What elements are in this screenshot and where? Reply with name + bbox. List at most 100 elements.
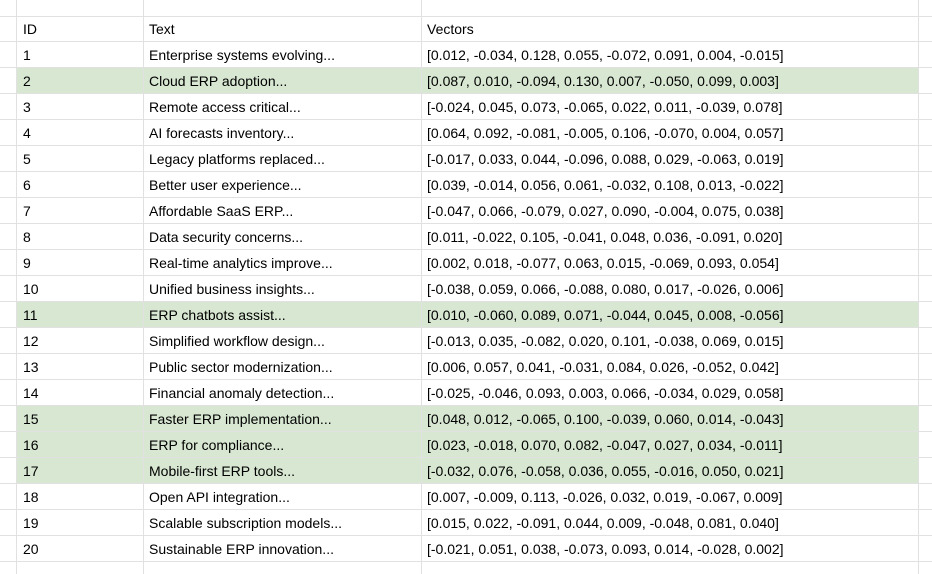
header-cell-vectors[interactable]: Vectors <box>422 17 919 41</box>
cell-id[interactable]: 13 <box>17 354 144 379</box>
row-gutter-cell[interactable] <box>0 94 17 119</box>
cell-sliver[interactable] <box>919 406 932 431</box>
cell-sliver[interactable] <box>919 198 932 223</box>
row-gutter-cell[interactable] <box>0 406 17 431</box>
row-gutter-cell[interactable] <box>0 380 17 405</box>
row-gutter-cell[interactable] <box>0 224 17 249</box>
cell-sliver[interactable] <box>919 458 932 483</box>
cell-vectors[interactable]: [0.011, -0.022, 0.105, -0.041, 0.048, 0.… <box>422 224 919 249</box>
cell-vectors[interactable]: [-0.013, 0.035, -0.082, 0.020, 0.101, -0… <box>422 328 919 353</box>
cell-vectors[interactable]: [-0.021, 0.051, 0.038, -0.073, 0.093, 0.… <box>422 536 919 561</box>
cell-text[interactable]: Mobile-first ERP tools... <box>144 458 422 483</box>
cell-vectors[interactable]: [-0.024, 0.045, 0.073, -0.065, 0.022, 0.… <box>422 94 919 119</box>
cell-text[interactable]: Scalable subscription models... <box>144 510 422 535</box>
row-gutter-cell[interactable] <box>0 458 17 483</box>
blank-cell[interactable] <box>144 562 422 574</box>
cell-id[interactable]: 16 <box>17 432 144 457</box>
cell-text[interactable]: Open API integration... <box>144 484 422 509</box>
cell-vectors[interactable]: [0.015, 0.022, -0.091, 0.044, 0.009, -0.… <box>422 510 919 535</box>
cell-vectors[interactable]: [0.048, 0.012, -0.065, 0.100, -0.039, 0.… <box>422 406 919 431</box>
cell-text[interactable]: Affordable SaaS ERP... <box>144 198 422 223</box>
row-gutter-cell[interactable] <box>0 68 17 93</box>
cell-id[interactable]: 18 <box>17 484 144 509</box>
cell-text[interactable]: Data security concerns... <box>144 224 422 249</box>
cell-text[interactable]: Simplified workflow design... <box>144 328 422 353</box>
cell-id[interactable]: 6 <box>17 172 144 197</box>
row-gutter-cell[interactable] <box>0 198 17 223</box>
cell-text[interactable]: Cloud ERP adoption... <box>144 68 422 93</box>
row-gutter-cell[interactable] <box>0 510 17 535</box>
cell-vectors[interactable]: [0.006, 0.057, 0.041, -0.031, 0.084, 0.0… <box>422 354 919 379</box>
blank-cell[interactable] <box>17 0 144 16</box>
row-gutter-cell[interactable] <box>0 250 17 275</box>
cell-id[interactable]: 2 <box>17 68 144 93</box>
cell-text[interactable]: Real-time analytics improve... <box>144 250 422 275</box>
cell-vectors[interactable]: [0.023, -0.018, 0.070, 0.082, -0.047, 0.… <box>422 432 919 457</box>
cell-vectors[interactable]: [0.002, 0.018, -0.077, 0.063, 0.015, -0.… <box>422 250 919 275</box>
cell-id[interactable]: 3 <box>17 94 144 119</box>
cell-id[interactable]: 19 <box>17 510 144 535</box>
cell-id[interactable]: 12 <box>17 328 144 353</box>
cell-id[interactable]: 5 <box>17 146 144 171</box>
cell-vectors[interactable]: [-0.017, 0.033, 0.044, -0.096, 0.088, 0.… <box>422 146 919 171</box>
row-gutter-cell[interactable] <box>0 146 17 171</box>
cell-id[interactable]: 7 <box>17 198 144 223</box>
cell-text[interactable]: Better user experience... <box>144 172 422 197</box>
cell-vectors[interactable]: [0.010, -0.060, 0.089, 0.071, -0.044, 0.… <box>422 302 919 327</box>
cell-id[interactable]: 15 <box>17 406 144 431</box>
cell-vectors[interactable]: [0.064, 0.092, -0.081, -0.005, 0.106, -0… <box>422 120 919 145</box>
row-gutter-cell[interactable] <box>0 120 17 145</box>
cell-id[interactable]: 11 <box>17 302 144 327</box>
cell-vectors[interactable]: [0.039, -0.014, 0.056, 0.061, -0.032, 0.… <box>422 172 919 197</box>
cell-id[interactable]: 9 <box>17 250 144 275</box>
cell-text[interactable]: Legacy platforms replaced... <box>144 146 422 171</box>
cell-id[interactable]: 17 <box>17 458 144 483</box>
cell-id[interactable]: 1 <box>17 42 144 67</box>
cell-sliver[interactable] <box>919 354 932 379</box>
cell-sliver[interactable] <box>919 510 932 535</box>
cell-text[interactable]: ERP for compliance... <box>144 432 422 457</box>
row-gutter-cell[interactable] <box>0 328 17 353</box>
blank-cell[interactable] <box>144 0 422 16</box>
row-gutter-cell[interactable] <box>0 302 17 327</box>
cell-text[interactable]: AI forecasts inventory... <box>144 120 422 145</box>
cell-vectors[interactable]: [0.012, -0.034, 0.128, 0.055, -0.072, 0.… <box>422 42 919 67</box>
cell-sliver[interactable] <box>919 68 932 93</box>
blank-cell[interactable] <box>919 0 932 16</box>
row-gutter-cell[interactable] <box>0 432 17 457</box>
cell-sliver[interactable] <box>919 536 932 561</box>
cell-text[interactable]: Unified business insights... <box>144 276 422 301</box>
blank-cell[interactable] <box>422 0 919 16</box>
cell-vectors[interactable]: [-0.025, -0.046, 0.093, 0.003, 0.066, -0… <box>422 380 919 405</box>
cell-sliver[interactable] <box>919 120 932 145</box>
cell-sliver[interactable] <box>919 276 932 301</box>
cell-sliver[interactable] <box>919 302 932 327</box>
cell-text[interactable]: Public sector modernization... <box>144 354 422 379</box>
cell-sliver[interactable] <box>919 380 932 405</box>
header-cell-id[interactable]: ID <box>17 17 144 41</box>
blank-cell[interactable] <box>919 562 932 574</box>
cell-sliver[interactable] <box>919 224 932 249</box>
cell-sliver[interactable] <box>919 172 932 197</box>
cell-sliver[interactable] <box>919 328 932 353</box>
cell-sliver[interactable] <box>919 42 932 67</box>
row-gutter-cell[interactable] <box>0 536 17 561</box>
cell-sliver[interactable] <box>919 484 932 509</box>
row-gutter-cell[interactable] <box>0 42 17 67</box>
header-cell-text[interactable]: Text <box>144 17 422 41</box>
cell-sliver[interactable] <box>919 94 932 119</box>
row-gutter-cell[interactable] <box>0 276 17 301</box>
cell-id[interactable]: 10 <box>17 276 144 301</box>
cell-vectors[interactable]: [0.087, 0.010, -0.094, 0.130, 0.007, -0.… <box>422 68 919 93</box>
blank-gutter-cell[interactable] <box>0 562 17 574</box>
cell-text[interactable]: Faster ERP implementation... <box>144 406 422 431</box>
cell-id[interactable]: 14 <box>17 380 144 405</box>
cell-id[interactable]: 20 <box>17 536 144 561</box>
cell-sliver[interactable] <box>919 432 932 457</box>
cell-text[interactable]: ERP chatbots assist... <box>144 302 422 327</box>
cell-id[interactable]: 8 <box>17 224 144 249</box>
blank-cell[interactable] <box>17 562 144 574</box>
blank-gutter-cell[interactable] <box>0 0 17 16</box>
header-cell-sliver[interactable] <box>919 17 932 41</box>
row-gutter-cell[interactable] <box>0 484 17 509</box>
